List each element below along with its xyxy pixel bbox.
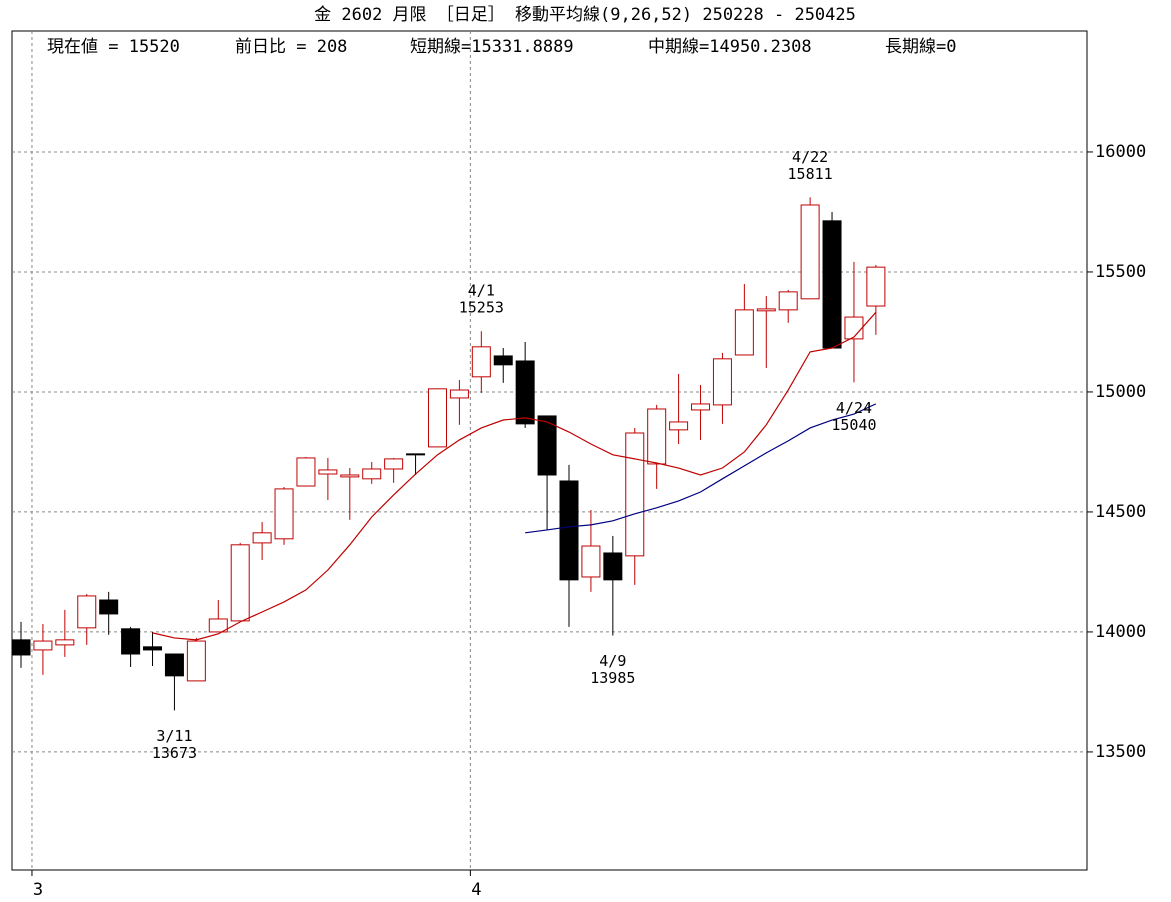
info-change: 前日比 = 208	[235, 37, 347, 57]
info-mid-ma: 中期線=14950.2308	[648, 37, 812, 57]
annotation-value: 13985	[590, 669, 635, 687]
annotation-value: 15040	[831, 416, 876, 434]
y-tick-label: 15000	[1095, 382, 1146, 402]
candle-body	[844, 316, 864, 340]
candle-body	[274, 488, 294, 540]
moving-average-line	[152, 311, 877, 641]
y-tick-label: 13500	[1095, 742, 1146, 762]
candle-body	[252, 532, 272, 544]
candle-body	[340, 474, 360, 478]
candle-body	[734, 309, 754, 356]
candle-body	[99, 599, 119, 615]
candle-body	[756, 308, 776, 312]
candle-body	[559, 480, 579, 581]
candle-body	[581, 545, 601, 578]
candle-body	[318, 469, 338, 475]
candle-body	[208, 618, 228, 633]
y-tick-label: 16000	[1095, 142, 1146, 162]
candle-body	[121, 628, 141, 655]
annotation-date: 4/24	[836, 399, 872, 417]
candle-body	[493, 355, 513, 366]
candle-body	[384, 458, 404, 470]
candle-body	[471, 346, 491, 378]
info-short-ma: 短期線=15331.8889	[410, 37, 574, 57]
annotation-value: 13673	[152, 744, 197, 762]
candle-body	[143, 646, 163, 651]
annotation-date: 4/9	[599, 652, 626, 670]
annotation-date: 3/11	[156, 727, 192, 745]
candle-body	[669, 421, 689, 431]
plot-frame	[11, 30, 1088, 871]
info-long-ma: 長期線=0	[885, 37, 956, 57]
candle-body	[866, 266, 886, 307]
candle-body	[362, 468, 382, 480]
annotation-value: 15811	[788, 165, 833, 183]
candle-body	[691, 403, 711, 411]
candle-body	[186, 640, 206, 682]
candle-body	[537, 415, 557, 476]
candle-body	[449, 389, 469, 399]
candle-body	[33, 640, 53, 651]
candle-body	[77, 595, 97, 629]
candle-body	[712, 358, 732, 406]
candle-body	[515, 360, 535, 425]
moving-average-line	[525, 403, 877, 534]
candle-body	[822, 220, 842, 349]
candle-body	[230, 544, 250, 622]
annotation-date: 4/1	[468, 282, 495, 300]
x-tick-label: 3	[33, 880, 43, 900]
y-tick-label: 14000	[1095, 622, 1146, 642]
candle-body	[55, 639, 75, 646]
candle-body	[406, 453, 426, 456]
candle-body	[296, 457, 316, 487]
candle-body	[800, 204, 820, 300]
chart-title: 金 2602 月限 ［日足］ 移動平均線(9,26,52) 250228 - 2…	[314, 5, 856, 25]
candle-body	[647, 408, 667, 465]
annotation-value: 15253	[459, 299, 504, 317]
candle-body	[603, 552, 623, 581]
info-current: 現在値 = 15520	[47, 37, 180, 57]
y-tick-label: 15500	[1095, 262, 1146, 282]
annotation-date: 4/22	[792, 148, 828, 166]
candle-body	[427, 388, 447, 448]
candle-body	[625, 432, 645, 557]
candle-body	[778, 291, 798, 311]
x-tick-label: 4	[471, 880, 481, 900]
candle-body	[164, 653, 184, 677]
candle-body	[11, 639, 31, 656]
y-tick-label: 14500	[1095, 502, 1146, 522]
